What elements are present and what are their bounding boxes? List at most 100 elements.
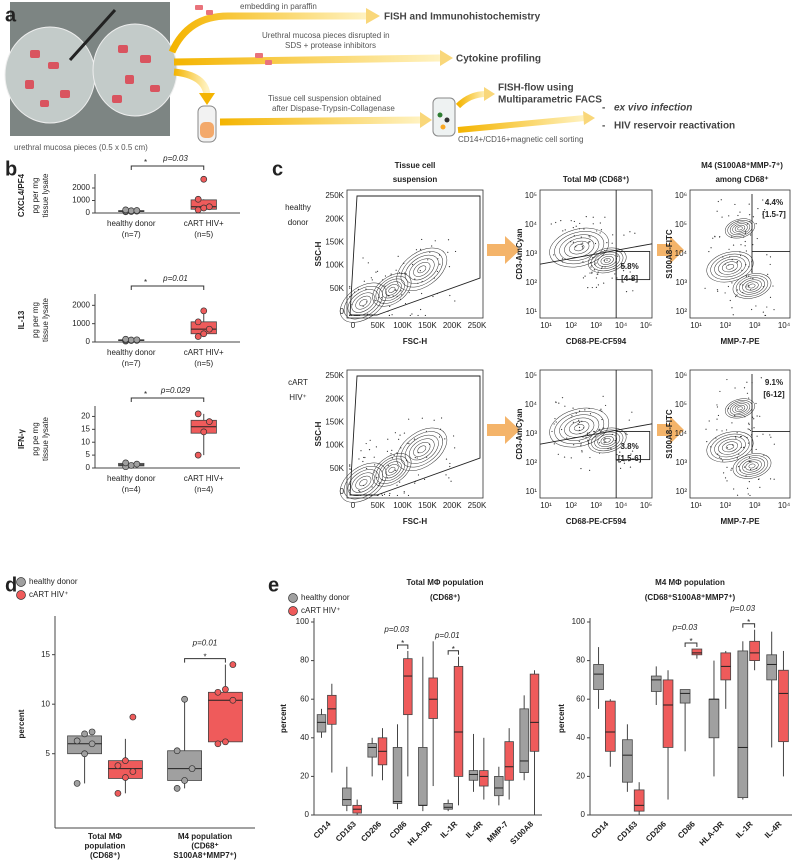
contour [372,453,412,487]
event-dot [629,466,632,468]
event-dot [623,234,625,236]
point [205,325,213,333]
x-tick-label: 0 [351,321,356,330]
contour [600,255,614,265]
y-tick-label: 10 [41,699,50,708]
event-dot [370,277,372,279]
contour [721,261,739,273]
gate [349,375,481,496]
sig-mark: * [203,653,206,662]
event-dot [736,432,738,434]
event-dot [759,415,761,417]
caption: urethral mucosa pieces (0.5 x 0.5 cm) [14,143,148,152]
sig-mark: * [401,639,404,648]
event-dot [731,422,733,424]
y-tick-label: 5 [46,749,51,758]
event-dot [349,285,351,288]
contour [737,406,743,411]
contour [375,455,409,484]
x-tick-label: cART HIV+ [184,348,224,357]
event-dot [577,423,579,425]
event-dot [572,241,575,243]
contour [574,424,585,432]
y-tick-label: 0 [340,307,345,316]
y-tick-label: 10³ [675,458,687,467]
gate-label: [6-12] [763,390,785,399]
event-dot [394,432,396,434]
box [468,770,479,781]
row-label: healthy [285,203,311,212]
point [214,740,222,748]
event-dot [627,263,629,266]
x-tick-label: 10¹ [690,321,702,330]
event-dot [404,272,406,274]
event-dot [439,263,441,265]
event-dot [381,297,383,299]
column-title: among CD68⁺ [715,175,768,184]
contour [587,427,627,454]
y-axis-label: CD3-AmCyan [515,408,524,459]
event-dot [762,311,764,313]
x-tick-label: M4 population [178,832,232,841]
y-tick-label: 80 [300,656,309,665]
event-dot [414,278,416,280]
x-tick-label: CD86 [676,819,697,840]
box [593,664,604,690]
legend-label: cART HIV⁺ [29,590,69,599]
event-dot [571,415,573,417]
y-tick-label: 0 [86,208,91,217]
y-tick-label: 10³ [525,429,537,438]
event-dot [447,239,450,241]
event-dot [732,314,734,316]
event-dot [589,236,591,238]
x-tick-label: 150K [418,501,437,510]
event-dot [630,453,632,455]
event-dot [389,305,391,308]
contour [378,458,405,482]
x-tick-label: 10⁴ [615,321,628,330]
event-dot [623,460,625,462]
gate [539,423,653,445]
event-dot [570,220,572,222]
event-dot [616,277,618,279]
event-dot [604,216,606,218]
event-dot [403,491,405,493]
point [73,737,81,745]
event-dot [389,492,391,495]
y-tick-label: 40 [300,733,309,742]
contour [742,279,762,293]
x-tick-label: 10² [565,321,577,330]
event-dot [727,285,729,288]
event-dot [434,240,436,242]
event-dot [578,419,580,421]
event-dot [376,270,379,272]
event-dot [401,294,403,296]
box [662,679,674,748]
y-tick-label: 10³ [525,249,537,258]
y-tick-label: 10⁵ [675,400,687,409]
event-dot [597,273,599,275]
x-tick-label: (n=7) [122,359,141,368]
x-tick-label: 200K [443,321,462,330]
event-dot [423,478,426,480]
event-dot [374,464,376,466]
event-dot [570,457,572,459]
event-dot [560,428,563,431]
point [194,451,202,459]
contour [400,251,443,288]
event-dot [578,440,580,442]
contour [351,292,376,313]
event-dot [729,299,731,302]
event-dot [731,467,733,469]
event-dot [584,275,586,277]
x-tick-label: 10³ [590,501,602,510]
event-dot [769,478,772,480]
event-dot [748,460,751,463]
event-dot [769,296,772,299]
plot-frame [689,369,791,499]
event-dot [564,405,566,407]
y-axis-label: IL-13 [17,310,26,329]
event-dot [592,223,594,225]
event-dot [621,455,623,457]
event-dot [575,225,577,227]
